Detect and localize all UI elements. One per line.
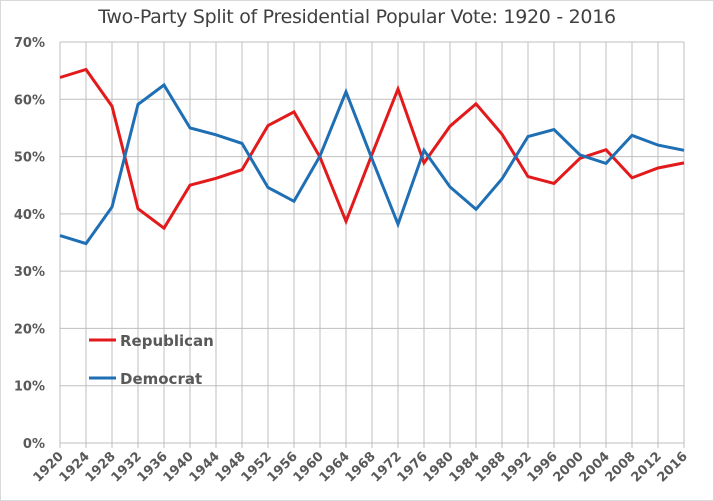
y-tick-label: 10%	[14, 380, 45, 395]
chart-title: Two-Party Split of Presidential Popular …	[98, 6, 616, 28]
y-tick-label: 20%	[14, 322, 45, 337]
legend-label-republican: Republican	[120, 332, 214, 350]
x-tick-label: 2016	[655, 449, 691, 485]
series-line-republican	[59, 67, 685, 231]
series-lines	[59, 67, 685, 246]
y-tick-label: 60%	[14, 93, 45, 108]
y-tick-label: 30%	[14, 265, 45, 280]
x-axis-ticks: 1920192419281932193619401944194819521956…	[31, 449, 691, 485]
y-axis-ticks: 0% 10% 20% 30% 40% 50% 60% 70%	[14, 36, 45, 452]
y-tick-label: 0%	[23, 437, 45, 452]
series-line-democrat	[59, 82, 685, 246]
y-tick-label: 50%	[14, 151, 45, 166]
gridlines	[59, 41, 685, 448]
y-tick-label: 70%	[14, 36, 45, 51]
legend-label-democrat: Democrat	[120, 370, 202, 388]
legend: Republican Democrat	[89, 332, 214, 388]
y-tick-label: 40%	[14, 208, 45, 223]
